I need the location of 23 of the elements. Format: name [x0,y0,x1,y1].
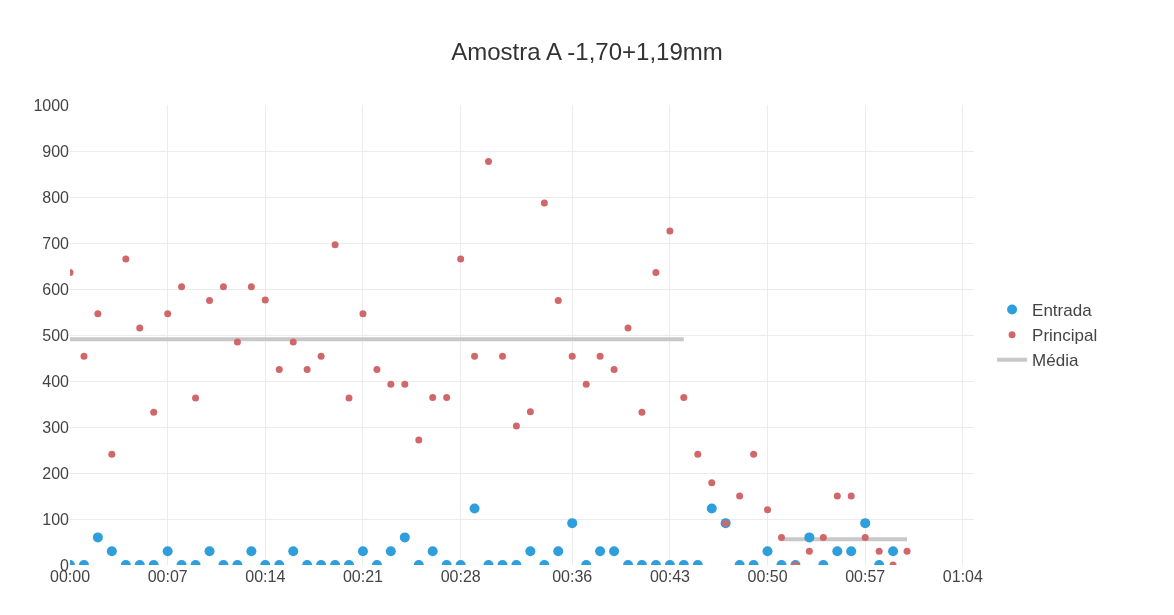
chart-title: Amostra A -1,70+1,19mm [451,37,723,65]
y-tick-label: 200 [42,464,70,482]
y-tick-label: 300 [42,418,70,436]
y-tick-label: 400 [42,372,70,390]
y-tick-label: 900 [42,142,70,160]
x-tick-label: 00:14 [245,568,286,585]
y-tick-label: 1000 [33,96,70,114]
legend-label: Principal [1032,326,1098,346]
x-tick-label: 00:43 [649,568,691,585]
y-tick-label: 800 [42,188,70,206]
x-tick-label: 01:04 [942,568,983,585]
x-tick-label: 00:28 [440,568,481,585]
y-tick-label: 100 [42,510,70,528]
legend-label: Média [1032,351,1079,371]
x-tick-label: 00:07 [147,568,188,585]
y-tick-label: 600 [42,280,70,298]
x-tick-label: 00:36 [552,568,593,585]
legend-label: Entrada [1032,301,1093,321]
x-tick-label: 00:50 [747,568,788,585]
y-tick-label: 700 [42,234,70,252]
y-tick-label: 500 [42,326,70,344]
x-tick-label: 00:57 [845,568,886,585]
x-tick-label: 00:21 [342,568,384,585]
